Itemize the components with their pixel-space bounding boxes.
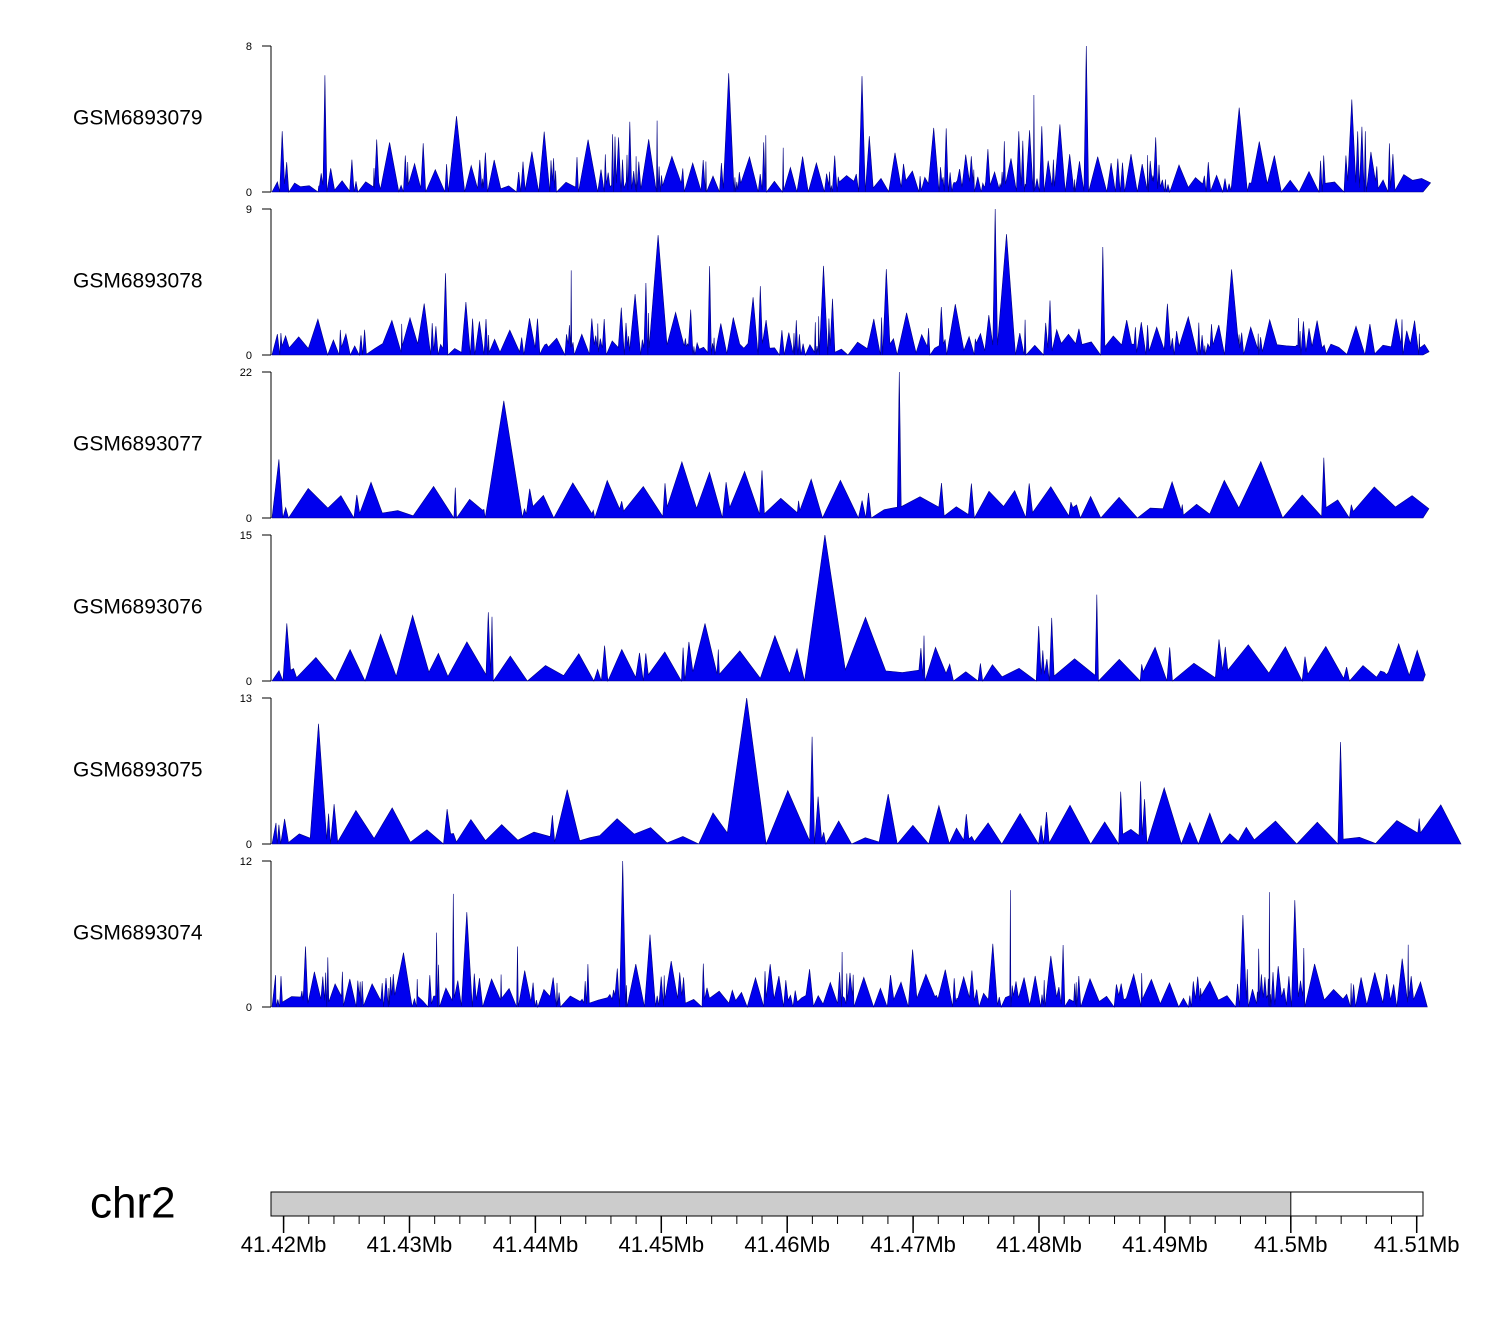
chromosome-label: chr2 [90,1179,176,1228]
tick-label: 41.49Mb [1122,1232,1208,1257]
y-max-label: 12 [240,856,252,868]
track-GSM6893074: GSM6893074 12 0 [73,856,1428,1014]
y-min-label: 0 [246,676,252,688]
y-min-label: 0 [246,1002,252,1014]
track-label: GSM6893077 [73,433,203,456]
track-label: GSM6893076 [73,596,203,619]
y-max-label: 15 [240,530,252,542]
tick-label: 41.51Mb [1374,1232,1460,1257]
y-min-label: 0 [246,513,252,525]
y-min-label: 0 [246,839,252,851]
chromosome-highlight [270,1191,1292,1217]
track-GSM6893078: GSM6893078 9 0 [73,204,1430,362]
y-min-label: 0 [246,187,252,199]
y-max-label: 22 [240,367,252,379]
y-max-label: 13 [240,693,252,705]
track-GSM6893076: GSM6893076 15 0 [73,530,1426,688]
tick-label: 41.47Mb [870,1232,956,1257]
tick-label: 41.42Mb [241,1232,327,1257]
y-max-label: 8 [246,41,252,53]
track-GSM6893075: GSM6893075 13 0 [73,693,1462,851]
track-label: GSM6893079 [73,107,203,130]
tick-label: 41.43Mb [367,1232,453,1257]
coverage-area [271,860,1428,1009]
coverage-area [271,45,1432,194]
track-label: GSM6893075 [73,759,203,782]
tick-label: 41.44Mb [493,1232,579,1257]
tick-label: 41.48Mb [996,1232,1082,1257]
tick-label: 41.46Mb [744,1232,830,1257]
coverage-area [271,371,1430,520]
coverage-area [271,208,1430,357]
y-max-label: 9 [246,204,252,216]
track-label: GSM6893078 [73,270,203,293]
y-min-label: 0 [246,350,252,362]
coverage-area [271,697,1462,846]
tick-label: 41.5Mb [1254,1232,1327,1257]
tick-label: 41.45Mb [618,1232,704,1257]
tracks-group: GSM689307980GSM689307890GSM6893077220GSM… [73,41,1462,1014]
coverage-area [271,534,1426,683]
chromosome-ideogram: chr2 [90,1179,1424,1228]
track-label: GSM6893074 [73,922,203,945]
track-GSM6893079: GSM6893079 8 0 [73,41,1432,199]
genome-axis: 41.42Mb 41.43Mb 41.44Mb 41.45Mb 41.46Mb 41.47… [241,1216,1460,1257]
track-GSM6893077: GSM6893077 22 0 [73,367,1430,525]
